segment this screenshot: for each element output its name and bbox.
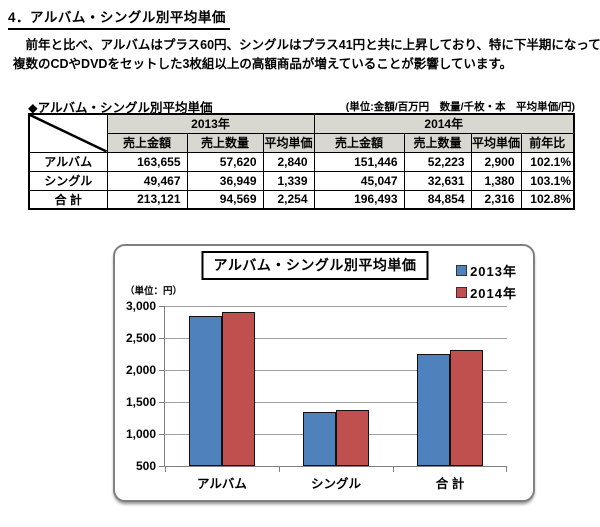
column-header: 前年比 bbox=[520, 132, 575, 153]
cell: 57,620 bbox=[186, 151, 264, 172]
table-row-total: 合 計 213,121 94,569 2,254 196,493 84,854 … bbox=[28, 189, 575, 210]
page-title: 4．アルバム・シングル別平均単価 bbox=[8, 6, 230, 30]
intro-paragraph-line1: 前年と比べ、アルバムはプラス60円、シングルはプラス41円と共に上昇しており、特… bbox=[13, 38, 600, 52]
y-axis-label: 3,000 bbox=[125, 299, 156, 313]
cell: 52,223 bbox=[403, 151, 472, 172]
y-axis-tick bbox=[159, 306, 164, 307]
column-header: 売上数量 bbox=[186, 132, 264, 153]
y-axis-tick bbox=[159, 466, 164, 467]
table-caption: ◆アルバム・シングル別平均単価 bbox=[28, 101, 213, 115]
cell: 2,316 bbox=[470, 189, 522, 210]
cell: 94,569 bbox=[186, 189, 264, 210]
cell: 32,631 bbox=[403, 170, 472, 191]
chart-unit-label: （単位：円） bbox=[125, 286, 183, 297]
table-row-single: シングル 49,467 36,949 1,339 45,047 32,631 1… bbox=[28, 170, 575, 191]
legend-label: 2014年 bbox=[470, 286, 517, 301]
gridline bbox=[165, 338, 507, 339]
cell: 2,254 bbox=[262, 189, 315, 210]
cell: 151,446 bbox=[313, 151, 405, 172]
y-axis-tick bbox=[159, 370, 164, 371]
column-header: 平均単価 bbox=[470, 132, 522, 153]
chart-legend: 2013年 2014年 bbox=[456, 261, 517, 305]
x-axis-label: シングル bbox=[310, 477, 361, 491]
y-axis-label: 500 bbox=[135, 459, 156, 473]
legend-swatch-icon bbox=[456, 287, 468, 298]
gridline bbox=[165, 306, 507, 307]
table-column-header-row: 売上金額 売上数量 平均単価 売上金額 売上数量 平均単価 前年比 bbox=[29, 132, 575, 153]
row-label: シングル bbox=[28, 170, 108, 191]
legend-item: 2014年 bbox=[456, 283, 517, 302]
y-axis-tick bbox=[159, 402, 164, 403]
bar-2014年-シングル bbox=[336, 409, 369, 466]
y-axis-line bbox=[164, 306, 165, 467]
cell: 196,493 bbox=[313, 189, 405, 210]
table-caption-row: ◆アルバム・シングル別平均単価 (単位:金額/百万円 数量/千枚・本 平均単価/… bbox=[28, 97, 575, 116]
cell: 102.1% bbox=[520, 151, 575, 172]
cell: 84,854 bbox=[403, 189, 472, 210]
x-axis-tick bbox=[506, 467, 507, 472]
cell: 1,380 bbox=[470, 170, 522, 191]
legend-item: 2013年 bbox=[456, 261, 517, 280]
column-header: 売上金額 bbox=[313, 132, 405, 153]
x-axis-line bbox=[164, 466, 507, 467]
cell: 163,655 bbox=[106, 151, 188, 172]
cell: 2,900 bbox=[470, 151, 522, 172]
cell: 36,949 bbox=[186, 170, 264, 191]
y-axis-label: 1,000 bbox=[125, 427, 156, 441]
x-axis-tick bbox=[393, 467, 394, 472]
cell: 2,840 bbox=[262, 151, 315, 172]
average-price-table: 2013年 2014年 売上金額 売上数量 平均単価 売上金額 売上数量 平均単… bbox=[28, 113, 575, 210]
cell: 49,467 bbox=[106, 170, 188, 191]
gridline bbox=[165, 402, 507, 403]
column-header: 売上金額 bbox=[106, 132, 188, 153]
chart-panel: アルバム・シングル別平均単価 2013年 2014年 （単位：円） 500 1,00… bbox=[113, 244, 535, 502]
cell: 213,121 bbox=[106, 189, 188, 210]
table-year-header-row: 2013年 2014年 bbox=[28, 113, 575, 153]
y-axis-label: 2,500 bbox=[125, 331, 156, 345]
bar-2013年-シングル bbox=[303, 412, 336, 466]
bar-2014年-合 計 bbox=[450, 349, 483, 466]
diagonal-header-cell bbox=[28, 113, 108, 153]
bar-2014年-アルバム bbox=[222, 312, 255, 466]
bar-2013年-合 計 bbox=[417, 353, 450, 466]
x-axis-label: 合 計 bbox=[435, 477, 465, 491]
cell: 45,047 bbox=[313, 170, 405, 191]
cell: 102.8% bbox=[520, 189, 575, 210]
y-axis-tick bbox=[159, 434, 164, 435]
y-axis-tick bbox=[159, 338, 164, 339]
plot-area: 500 1,000 1,500 2,000 2,500 3,000 アルバム シングル 合 計 bbox=[126, 299, 507, 491]
diagonal-line-icon bbox=[30, 115, 107, 152]
legend-swatch-icon bbox=[456, 265, 468, 276]
bar-2013年-アルバム bbox=[189, 316, 222, 466]
legend-label: 2013年 bbox=[470, 264, 517, 279]
column-header: 平均単価 bbox=[262, 132, 315, 153]
intro-paragraph: 前年と比べ、アルバムはプラス60円、シングルはプラス41円と共に上昇しており、特… bbox=[13, 36, 600, 74]
row-label: アルバム bbox=[28, 151, 108, 172]
x-axis-tick bbox=[165, 467, 166, 472]
cell: 103.1% bbox=[520, 170, 575, 191]
year-header-2014: 2014年 bbox=[313, 113, 575, 134]
row-label: 合 計 bbox=[28, 189, 108, 210]
cell: 1,339 bbox=[262, 170, 315, 191]
table-row-album: アルバム 163,655 57,620 2,840 151,446 52,223… bbox=[28, 151, 575, 172]
year-header-2013: 2013年 bbox=[106, 113, 315, 134]
chart-title: アルバム・シングル別平均単価 bbox=[201, 251, 429, 280]
gridline bbox=[165, 370, 507, 371]
x-axis-label: アルバム bbox=[197, 477, 247, 491]
intro-paragraph-line2: 複数のCDやDVDをセットした3枚組以上の高額商品が増えていることが影響していま… bbox=[13, 57, 513, 71]
x-axis-tick bbox=[279, 467, 280, 472]
y-axis-label: 2,000 bbox=[125, 363, 156, 377]
column-header: 売上数量 bbox=[403, 132, 472, 153]
y-axis-label: 1,500 bbox=[125, 395, 156, 409]
table-unit-note: (単位:金額/百万円 数量/千枚・本 平均単価/円) bbox=[345, 101, 575, 113]
